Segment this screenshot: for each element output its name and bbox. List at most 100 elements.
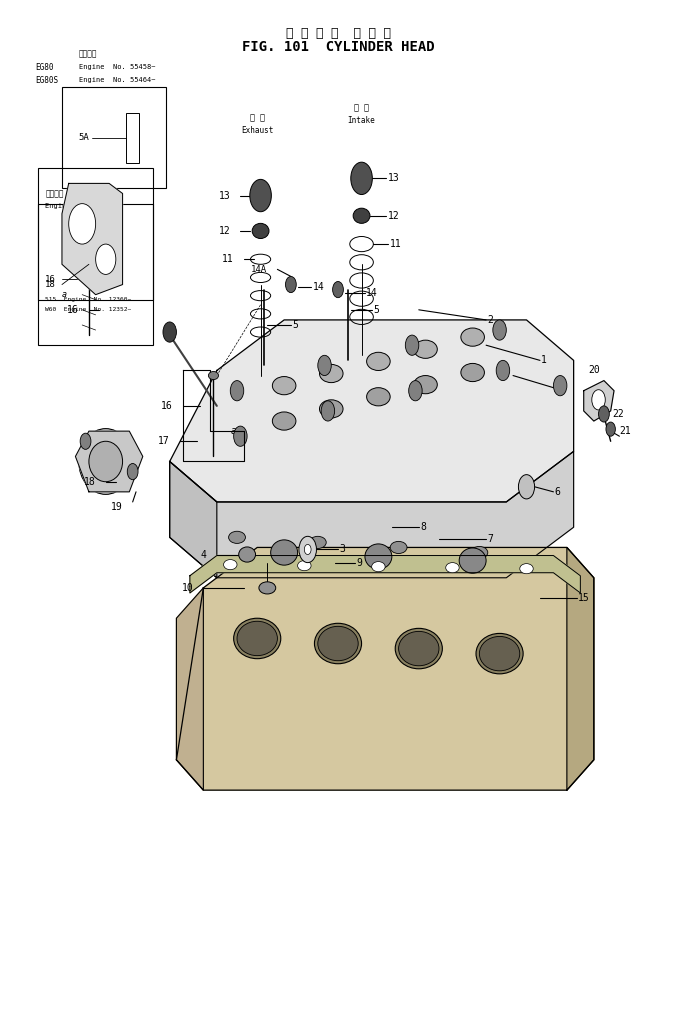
Text: Exhaust: Exhaust [241,127,273,135]
Text: 16: 16 [162,401,173,411]
Text: EG80S: EG80S [35,76,58,85]
Ellipse shape [237,622,277,656]
Ellipse shape [314,624,362,664]
Ellipse shape [297,561,311,571]
Text: 14: 14 [366,288,378,298]
Text: 吸 気: 吸 気 [354,103,369,113]
Text: 18: 18 [84,477,95,487]
Text: 5: 5 [292,320,298,330]
Circle shape [406,335,419,355]
Text: 5: 5 [373,305,379,314]
Text: 1: 1 [541,355,547,365]
Text: 11: 11 [390,239,402,249]
Ellipse shape [399,632,439,666]
Ellipse shape [471,547,488,559]
Ellipse shape [272,376,296,394]
Polygon shape [176,548,594,790]
Circle shape [231,380,244,401]
Polygon shape [62,184,122,295]
Text: 11: 11 [222,255,234,265]
Text: 515  Engine  No. 12360~: 515 Engine No. 12360~ [45,297,131,302]
Ellipse shape [459,548,486,573]
Text: Engine  No. 55464~: Engine No. 55464~ [79,77,155,83]
Circle shape [496,360,510,380]
Text: 16: 16 [67,305,79,314]
Ellipse shape [89,441,122,482]
Bar [62,87,166,189]
Circle shape [95,244,116,275]
Text: 7: 7 [487,534,493,545]
Circle shape [285,277,296,293]
Circle shape [304,545,311,555]
Ellipse shape [414,340,437,358]
Text: 20: 20 [588,365,600,375]
Text: 14A: 14A [251,265,267,274]
Text: 22: 22 [612,409,625,419]
Text: 9: 9 [356,558,362,568]
Text: 6: 6 [555,487,560,497]
Ellipse shape [228,531,245,544]
Polygon shape [190,556,581,593]
Circle shape [333,282,343,298]
Ellipse shape [461,328,485,346]
Ellipse shape [461,363,485,381]
Circle shape [592,389,605,410]
Circle shape [69,204,95,244]
Text: シ リ ン ダ  ヘ ッ ド: シ リ ン ダ ヘ ッ ド [285,26,391,40]
Ellipse shape [79,429,132,495]
Ellipse shape [476,634,523,674]
Circle shape [409,380,422,401]
Polygon shape [170,461,217,578]
Ellipse shape [318,627,358,661]
Text: a: a [62,290,67,299]
Bar [126,113,139,163]
Text: 13: 13 [388,173,400,184]
Ellipse shape [320,364,343,382]
Text: 排 気: 排 気 [249,114,265,122]
Text: 5A: 5A [79,134,89,142]
Text: 19: 19 [111,502,122,512]
Circle shape [606,422,615,436]
Text: 21: 21 [619,426,631,436]
Text: Intake: Intake [347,117,375,125]
Text: 適用号機: 適用号機 [45,189,64,198]
Circle shape [80,433,91,449]
Ellipse shape [208,371,218,379]
Ellipse shape [365,544,392,569]
Ellipse shape [390,541,407,554]
Ellipse shape [224,560,237,570]
Circle shape [554,375,567,395]
Text: Engine No. 50001~: Engine No. 50001~ [45,203,118,209]
Text: FIG. 101  CYLINDER HEAD: FIG. 101 CYLINDER HEAD [242,40,434,54]
Ellipse shape [395,629,442,669]
Circle shape [127,463,138,480]
Circle shape [598,406,609,422]
Text: W60  Engine  No. 12352~: W60 Engine No. 12352~ [45,307,131,312]
Ellipse shape [252,223,269,238]
Ellipse shape [445,563,459,573]
Text: 10: 10 [182,583,193,593]
Circle shape [299,536,316,563]
Text: 12: 12 [388,211,400,221]
Text: 3: 3 [339,545,345,555]
Text: 8: 8 [420,522,426,532]
Circle shape [234,426,247,446]
Ellipse shape [414,375,437,393]
Ellipse shape [83,224,95,234]
Ellipse shape [259,582,276,594]
Circle shape [318,355,331,375]
Polygon shape [170,451,574,578]
Ellipse shape [479,637,520,671]
Ellipse shape [366,387,390,406]
Circle shape [518,475,535,499]
Ellipse shape [310,536,327,549]
Text: 15: 15 [579,593,590,603]
Text: 適用号機: 適用号機 [79,50,97,59]
Ellipse shape [270,539,297,565]
Text: 17: 17 [158,436,170,446]
Ellipse shape [353,208,370,223]
Text: 16: 16 [45,275,56,284]
Text: 2: 2 [487,315,493,324]
Circle shape [321,401,335,421]
Bar [39,204,153,345]
